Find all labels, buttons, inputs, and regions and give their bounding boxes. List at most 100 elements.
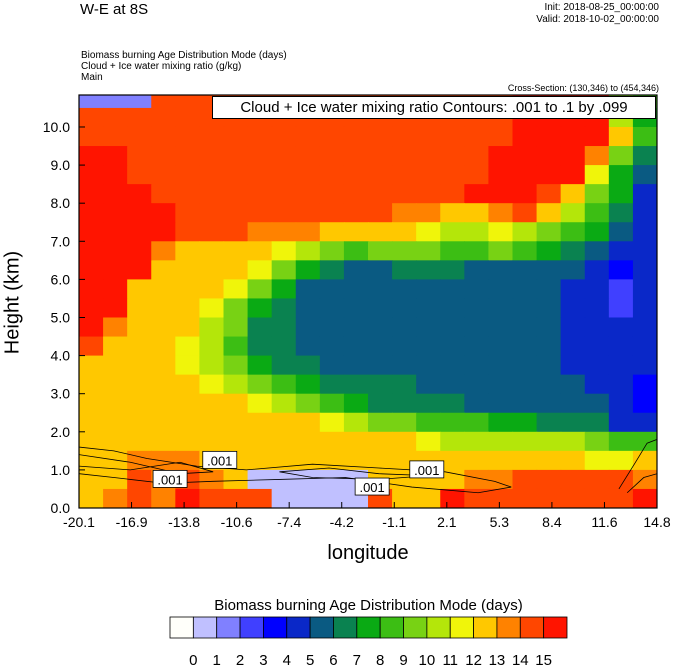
heatmap-cell: [416, 374, 441, 395]
colorbar-label: 8: [376, 652, 384, 667]
heatmap-cell: [103, 260, 128, 280]
heatmap-cell: [632, 203, 657, 223]
heatmap-cell: [127, 279, 152, 300]
heatmap-cell: [199, 336, 225, 357]
heatmap-cell: [151, 94, 176, 109]
colorbar-label: 7: [353, 652, 361, 667]
heatmap-cell: [512, 260, 538, 280]
heatmap-cell: [295, 279, 321, 300]
heatmap-cell: [464, 222, 490, 242]
heatmap-cell: [584, 279, 610, 300]
contour-label: .001: [207, 453, 232, 468]
heatmap-cell: [560, 431, 586, 452]
colorbar-swatch: [473, 616, 498, 639]
heatmap-cell: [247, 336, 273, 357]
heatmap-cell: [247, 222, 273, 242]
heatmap-cell: [319, 298, 345, 319]
heatmap-cell: [512, 431, 538, 452]
heatmap-cell: [79, 126, 104, 147]
heatmap-cells: [79, 94, 657, 508]
heatmap-cell: [199, 469, 225, 490]
heatmap-cell: [343, 203, 369, 223]
heatmap-cell: [223, 126, 249, 147]
heatmap-cell: [103, 126, 128, 147]
heatmap-cell: [560, 374, 586, 395]
contour-label-box: [409, 460, 445, 479]
x-tick-label: -20.1: [63, 514, 95, 530]
heatmap-cell: [632, 279, 657, 300]
heatmap-cell: [175, 146, 201, 166]
heatmap-cell: [199, 412, 225, 433]
heatmap-cell: [536, 450, 562, 471]
heatmap-cell: [584, 203, 610, 223]
heatmap-cell: [103, 107, 128, 128]
heatmap-cell: [488, 336, 514, 357]
heatmap-cell: [536, 165, 562, 185]
heatmap-cell: [223, 203, 249, 223]
heatmap-cell: [512, 184, 538, 204]
heatmap-cell: [584, 126, 610, 147]
heatmap-cell: [343, 126, 369, 147]
heatmap-cell: [151, 241, 176, 261]
colorbar-swatch: [403, 616, 428, 639]
heatmap-cell: [271, 222, 297, 242]
heatmap-cell: [295, 146, 321, 166]
contour-line: [618, 439, 657, 490]
heatmap-cell: [560, 469, 586, 490]
heatmap-cell: [416, 298, 441, 319]
x-axis-label: longitude: [327, 542, 409, 564]
plot-frame: [78, 94, 658, 509]
heatmap-cell: [103, 412, 128, 433]
heatmap-cell: [632, 374, 657, 395]
heatmap-cell: [103, 317, 128, 338]
heatmap-cell: [368, 165, 393, 185]
heatmap-cell: [536, 298, 562, 319]
heatmap-cell: [512, 298, 538, 319]
heatmap-cell: [584, 241, 610, 261]
heatmap-cell: [127, 241, 152, 261]
heatmap-cell: [368, 393, 393, 414]
heatmap-cell: [343, 431, 369, 452]
heatmap-cell: [103, 450, 128, 471]
heatmap-cell: [416, 488, 441, 508]
heatmap-cell: [247, 355, 273, 376]
heatmap-cell: [608, 431, 634, 452]
heatmap-cell: [271, 146, 297, 166]
heatmap-cell: [368, 298, 393, 319]
heatmap-cell: [368, 260, 393, 280]
heatmap-cell: [151, 374, 176, 395]
heatmap-cell: [440, 203, 465, 223]
x-tick-label: -4.2: [330, 514, 354, 530]
heatmap-cell: [608, 393, 634, 414]
heatmap-cell: [223, 165, 249, 185]
heatmap-cell: [319, 317, 345, 338]
heatmap-cell: [584, 412, 610, 433]
y-tick-label: 10.0: [43, 119, 70, 135]
heatmap-cell: [440, 393, 465, 414]
heatmap-cell: [295, 431, 321, 452]
heatmap-cell: [608, 184, 634, 204]
heatmap-cell: [127, 412, 152, 433]
heatmap-cell: [536, 222, 562, 242]
heatmap-cell: [223, 317, 249, 338]
y-tick-label: 6.0: [51, 271, 71, 287]
heatmap-cell: [247, 146, 273, 166]
heatmap-cell: [319, 126, 345, 147]
colorbar-swatch: [379, 616, 404, 639]
heatmap-cell: [488, 203, 514, 223]
heatmap-cell: [464, 126, 490, 147]
heatmap-cell: [223, 374, 249, 395]
heatmap-cell: [632, 260, 657, 280]
heatmap-cell: [560, 279, 586, 300]
heatmap-cell: [295, 241, 321, 261]
heatmap-cell: [368, 126, 393, 147]
heatmap-cell: [319, 450, 345, 471]
heatmap-cell: [127, 431, 152, 452]
heatmap-cell: [392, 317, 417, 338]
heatmap-cell: [488, 393, 514, 414]
heatmap-cell: [199, 184, 225, 204]
contour-label: .001: [414, 463, 439, 478]
heatmap-cell: [103, 336, 128, 357]
heatmap-cell: [151, 279, 176, 300]
